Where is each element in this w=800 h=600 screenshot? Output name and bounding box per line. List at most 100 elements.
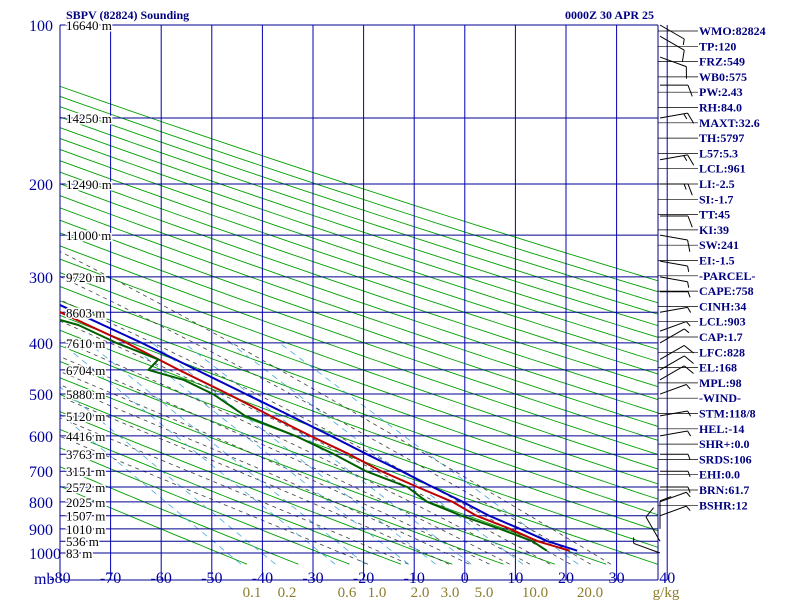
wind-barb-staff (633, 542, 661, 554)
pressure-tick-label: 600 (29, 429, 53, 446)
wind-barb (659, 306, 692, 313)
temperature-tick-label: -50 (201, 570, 222, 587)
index-label: LCL:961 (699, 162, 746, 176)
height-label: 7610 m (66, 336, 105, 351)
mixing-ratio-label: 0.6 (338, 585, 357, 600)
index-label: -PARCEL- (699, 269, 755, 283)
index-label: MAXT:32.6 (699, 116, 760, 130)
temperature-tick-label: -70 (100, 570, 121, 587)
height-label: 4416 m (66, 429, 105, 444)
index-label: SW:241 (699, 238, 739, 252)
height-label: 536 m (66, 534, 99, 549)
pressure-tick-label: 500 (29, 387, 53, 404)
pressure-tick-label: 300 (29, 270, 53, 287)
temperature-tick-label: 20 (558, 570, 574, 587)
dry-adiabat (60, 127, 658, 327)
mixing-ratio-line (88, 342, 366, 565)
index-label: L57:5.3 (699, 146, 738, 160)
wind-barb-staff (659, 505, 687, 517)
index-label: BSHR:12 (699, 498, 748, 512)
dry-adiabat (60, 149, 658, 350)
height-label: 1507 m (66, 509, 105, 524)
mixing-ratio-label: 3.0 (441, 585, 460, 600)
index-label: MPL:98 (699, 376, 742, 390)
dry-adiabat (60, 245, 658, 455)
mixing-ratio-label: 0.2 (278, 585, 297, 600)
wind-barb-staff (659, 365, 685, 381)
index-label: CAPE:758 (699, 284, 754, 298)
wind-barb-staff (659, 24, 685, 40)
index-label: TP:120 (699, 39, 736, 53)
wind-barb-feather (685, 505, 691, 512)
index-label: PW:2.43 (699, 85, 743, 99)
wind-barb (659, 24, 685, 46)
index-label: HEL:-14 (699, 422, 744, 436)
temperature-tick-label: 40 (659, 570, 675, 587)
wind-barb-feather (687, 215, 693, 228)
wind-barb (659, 365, 694, 381)
mixing-ratio-line (229, 342, 524, 565)
dry-adiabat (60, 447, 350, 565)
dry-adiabat (60, 232, 658, 441)
wind-barb-feather (681, 50, 685, 63)
wind-barb (660, 215, 693, 228)
mixing-ratio-label: 2.0 (411, 585, 430, 600)
dry-adiabat (60, 428, 402, 565)
wind-barb (659, 491, 691, 503)
valid-time: 0000Z 30 APR 25 (565, 8, 654, 22)
index-label: CAP:1.7 (699, 330, 743, 344)
wind-barb-feather (687, 84, 693, 97)
height-label: 5880 m (66, 387, 105, 402)
height-label: 14250 m (66, 111, 112, 126)
wind-barb-feather (687, 154, 695, 166)
index-label: BRN:61.7 (699, 483, 749, 497)
wind-barb-staff (659, 384, 687, 395)
dry-adiabat (60, 485, 248, 565)
dry-adiabat (60, 361, 607, 565)
wind-barb (660, 291, 691, 298)
height-label: 8603 m (66, 305, 105, 320)
height-label: 6704 m (66, 363, 105, 378)
index-label: SI:-1.7 (699, 192, 733, 206)
mixing-ratio-label: 1.0 (368, 585, 387, 600)
wind-barb-staff (659, 112, 688, 119)
mixing-ratio-line (60, 342, 336, 565)
dry-adiabat (60, 300, 658, 516)
wind-barb-feather (687, 265, 690, 272)
height-label: 83 m (66, 546, 92, 561)
wind-barb (659, 384, 691, 395)
index-label: EHI:0.0 (699, 468, 740, 482)
dry-adiabat (60, 219, 658, 427)
mixing-ratio-label: 10.0 (522, 585, 548, 600)
moist-adiabat (60, 396, 450, 565)
wind-barb (659, 276, 690, 288)
wind-barb-staff (659, 35, 685, 51)
wind-barb (659, 328, 690, 344)
temperature-tick-label: 0 (461, 570, 469, 587)
pressure-tick-label: 900 (29, 522, 53, 539)
wind-barb-feather (687, 183, 693, 196)
index-label: EL:168 (699, 361, 737, 375)
wind-barb-staff (659, 154, 688, 161)
parcel-profile (60, 303, 578, 552)
wind-barb-staff (659, 430, 688, 437)
wind-barb-feather (687, 307, 692, 313)
index-label: EI:-1.5 (699, 254, 735, 268)
chart-title: SBPV (82824) Sounding (66, 8, 189, 22)
temperature-tick-label: -60 (151, 570, 172, 587)
height-label: 12490 m (66, 177, 112, 192)
wind-barb (645, 507, 661, 542)
wind-barb-feather (687, 454, 691, 461)
index-label: WB0:575 (699, 70, 747, 84)
dry-adiabat (60, 466, 299, 565)
background-lines (60, 85, 658, 565)
mixing-ratio-label: 0.1 (243, 585, 262, 600)
wind-barb-feather (687, 291, 691, 298)
wind-barb-feather (687, 281, 690, 288)
moist-adiabat (60, 384, 470, 565)
index-label: STM:118/8 (699, 407, 756, 421)
moist-adiabat (60, 299, 571, 565)
wind-barb-feather (687, 239, 691, 252)
